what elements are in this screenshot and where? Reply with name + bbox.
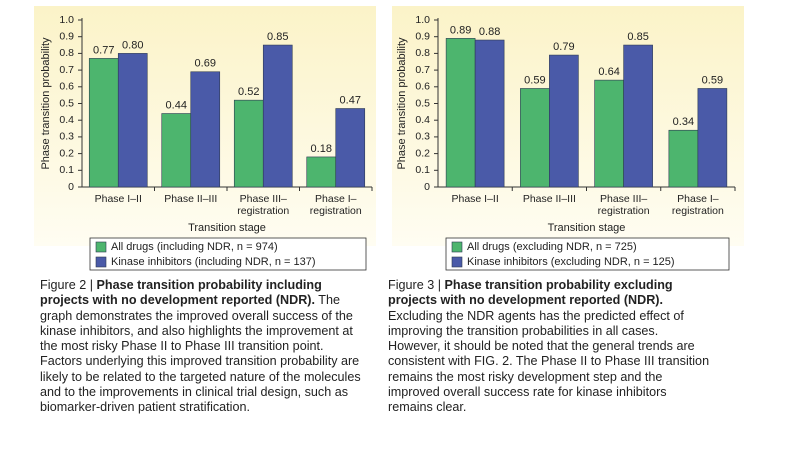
value-label: 0.59 [702,74,723,86]
y-tick-label: 0.1 [59,164,74,176]
value-label: 0.18 [311,143,332,155]
bar [233,99,264,188]
value-label: 0.52 [238,86,259,98]
legend-label: All drugs (including NDR, n = 974) [111,241,278,253]
x-tick-label: Phase I– registration [671,193,724,217]
legend-box [89,237,367,271]
bar [623,44,653,188]
legend-swatch [95,241,107,253]
x-tick-label: Phase II–III [164,193,218,205]
legend-label: Kinase inhibitors (including NDR, n = 13… [111,256,316,268]
bar [161,113,192,188]
bar [594,79,624,188]
y-tick-label: 1.0 [415,14,430,26]
value-label: 0.85 [267,31,288,43]
x-tick-label: Phase I–II [451,193,499,205]
y-axis-title: Phase transition probability [396,37,408,170]
bar [262,44,293,188]
caption: Figure 3 | Phase transition probability … [388,278,710,416]
caption-label: Figure 2 | [40,278,93,292]
y-tick-label: 0 [68,181,74,193]
caption-text: The graph demonstrates the improved over… [40,293,361,415]
x-tick-label: Phase I– registration [309,193,362,217]
caption-title: Phase transition probability including p… [40,278,322,308]
value-label: 0.88 [479,26,500,38]
value-label: 0.69 [195,58,216,70]
bar [549,54,579,188]
legend-label: Kinase inhibitors (excluding NDR, n = 12… [467,256,675,268]
y-tick-label: 0.9 [415,30,430,42]
value-label: 0.47 [340,94,361,106]
x-tick-label: Phase II–III [522,193,576,205]
y-tick-label: 1.0 [59,14,74,26]
value-label: 0.64 [598,66,619,78]
bar [474,39,505,188]
y-tick-label: 0.6 [415,81,430,93]
y-tick-label: 0.5 [415,97,430,109]
legend-swatch [451,256,463,268]
legend-label: All drugs (excluding NDR, n = 725) [467,241,637,253]
caption-label: Figure 3 | [388,278,441,292]
x-tick-label: Phase I–II [94,193,142,205]
bar [335,108,366,188]
value-label: 0.34 [673,116,694,128]
x-tick-label: Phase III– registration [597,193,650,217]
caption-title: Phase transition probability excluding p… [388,278,673,308]
y-axis-title: Phase transition probability [40,37,52,170]
value-label: 0.89 [450,24,471,36]
caption: Figure 2 | Phase transition probability … [40,278,362,416]
bar [668,129,699,188]
caption-text: Excluding the NDR agents has the predict… [388,308,710,415]
value-label: 0.79 [553,41,574,53]
y-tick-label: 0.8 [415,47,430,59]
y-tick-label: 0.8 [59,47,74,59]
bar [88,58,119,188]
y-tick-label: 0.7 [415,64,430,76]
legend-box [445,237,730,271]
value-label: 0.44 [166,99,187,111]
value-label: 0.85 [627,31,648,43]
bar [117,53,148,188]
y-tick-label: 0.9 [59,30,74,42]
y-tick-label: 0.3 [415,131,430,143]
y-tick-label: 0.6 [59,81,74,93]
y-tick-label: 0.4 [415,114,430,126]
bar [190,71,221,188]
y-tick-label: 0.2 [415,147,430,159]
x-axis-title: Transition stage [188,222,266,234]
y-tick-label: 0.4 [59,114,74,126]
bar [306,156,337,188]
legend-swatch [451,241,463,253]
value-label: 0.80 [122,39,143,51]
y-tick-label: 0.1 [415,164,430,176]
y-tick-label: 0.7 [59,64,74,76]
value-label: 0.59 [524,74,545,86]
y-tick-label: 0.3 [59,131,74,143]
bar [520,88,550,188]
y-tick-label: 0.5 [59,97,74,109]
bar [445,38,476,188]
bar [697,88,728,188]
y-tick-label: 0.2 [59,147,74,159]
x-axis-title: Transition stage [548,222,626,234]
x-tick-label: Phase III– registration [237,193,290,217]
y-tick-label: 0 [424,181,430,193]
legend-swatch [95,256,107,268]
value-label: 0.77 [93,44,114,56]
